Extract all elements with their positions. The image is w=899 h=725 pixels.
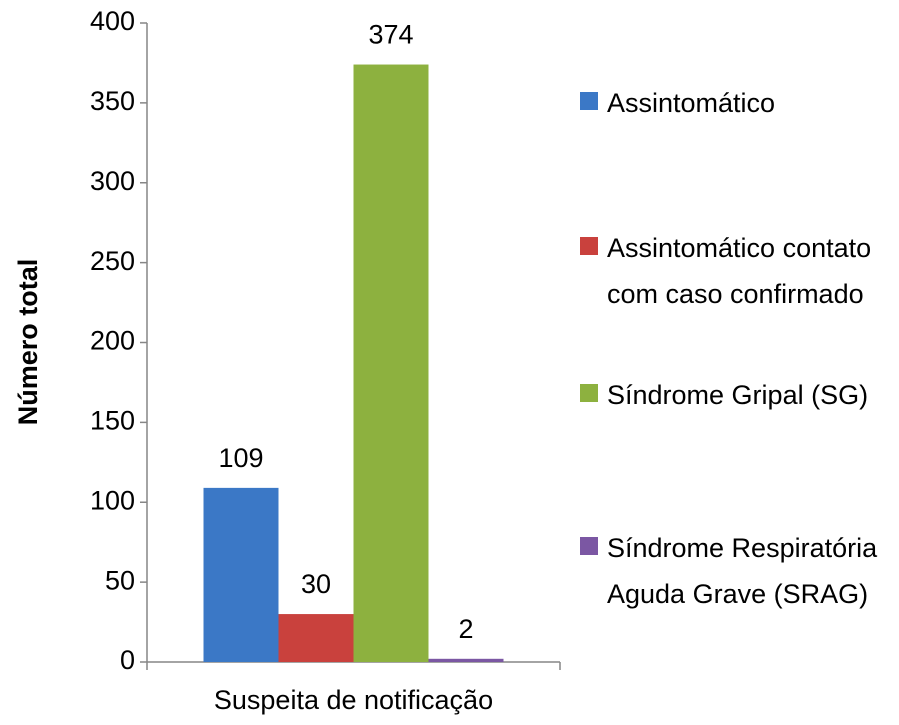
bar bbox=[203, 487, 279, 662]
legend-swatch bbox=[580, 537, 598, 555]
y-tick-label: 300 bbox=[90, 166, 135, 196]
y-tick-label: 150 bbox=[90, 406, 135, 436]
bar bbox=[278, 614, 354, 662]
y-tick-label: 50 bbox=[105, 565, 135, 595]
data-label: 374 bbox=[368, 20, 413, 50]
legend-item: Assintomático contato com caso confirmad… bbox=[580, 225, 880, 317]
legend-swatch bbox=[580, 92, 598, 110]
legend-swatch bbox=[580, 237, 598, 255]
x-tick-label: Suspeita de notificação bbox=[214, 685, 493, 715]
data-label: 2 bbox=[458, 614, 473, 644]
legend-item: Síndrome Gripal (SG) bbox=[580, 372, 880, 418]
legend-label: Assintomático contato com caso confirmad… bbox=[607, 233, 872, 309]
y-tick-label: 400 bbox=[90, 6, 135, 36]
legend-label: Síndrome Respiratória Aguda Grave (SRAG) bbox=[607, 533, 878, 609]
y-tick-label: 100 bbox=[90, 485, 135, 515]
y-tick-label: 200 bbox=[90, 326, 135, 356]
legend-item: Síndrome Respiratória Aguda Grave (SRAG) bbox=[580, 525, 880, 617]
y-tick-label: 250 bbox=[90, 246, 135, 276]
legend-swatch bbox=[580, 384, 598, 402]
data-label: 30 bbox=[301, 569, 331, 599]
data-label: 109 bbox=[218, 443, 263, 473]
bar bbox=[428, 658, 504, 662]
bar bbox=[353, 64, 429, 662]
y-tick-label: 350 bbox=[90, 86, 135, 116]
legend-item: Assintomático bbox=[580, 80, 880, 126]
legend-label: Síndrome Gripal (SG) bbox=[607, 380, 869, 410]
y-axis-label: Número total bbox=[13, 259, 43, 426]
legend-label: Assintomático bbox=[607, 88, 776, 118]
y-tick-label: 0 bbox=[120, 645, 135, 675]
